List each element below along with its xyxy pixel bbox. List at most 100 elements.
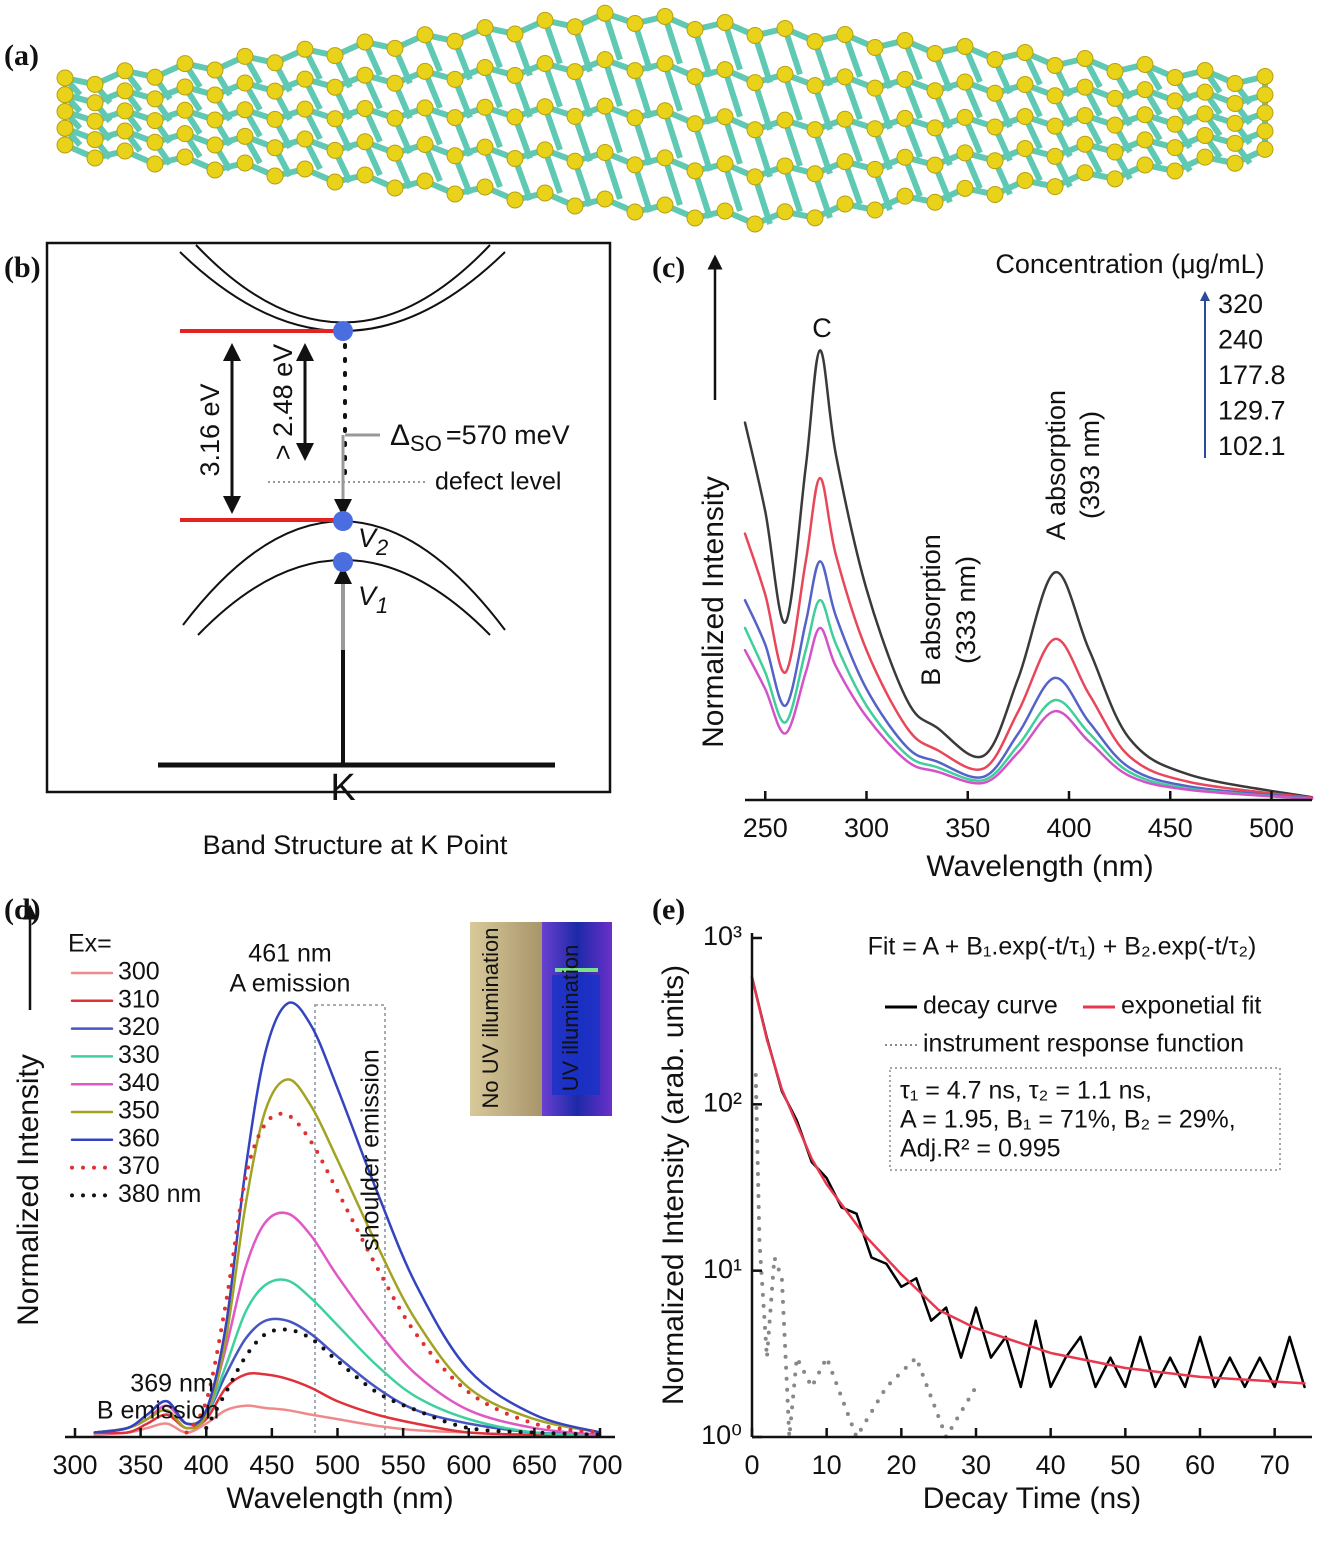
atom <box>536 11 554 29</box>
atom <box>446 147 464 165</box>
x-tick-label: 450 <box>249 1450 294 1480</box>
atom <box>1256 86 1274 104</box>
atom <box>716 108 734 126</box>
x-tick-label: 500 <box>315 1450 360 1480</box>
atom <box>206 136 224 154</box>
series-line <box>93 1001 602 1434</box>
atom <box>1136 131 1154 149</box>
atom <box>746 74 764 92</box>
atom <box>926 45 944 62</box>
atom <box>506 25 524 43</box>
fit-parameter: τ₁ = 4.7 ns, τ₂ = 1.1 ns, <box>900 1077 1152 1105</box>
atom <box>116 122 134 140</box>
legend-title: Concentration (μg/mL) <box>995 249 1264 279</box>
x-tick-label: 70 <box>1260 1450 1290 1480</box>
atom <box>1136 106 1154 124</box>
atom <box>866 79 884 97</box>
atom <box>1166 162 1184 180</box>
atom <box>536 141 554 159</box>
series-line <box>753 1073 978 1439</box>
atom <box>896 109 914 127</box>
atom <box>1106 63 1124 80</box>
legend-label: 240 <box>1218 325 1263 355</box>
splitting: =570 meV <box>446 420 570 450</box>
y-tick-label: 10¹ <box>703 1254 742 1284</box>
atom <box>806 33 824 50</box>
atom <box>956 38 974 55</box>
atom <box>746 168 764 186</box>
photo-no-uv <box>470 922 542 1116</box>
atom <box>296 70 314 88</box>
atom <box>1106 143 1124 161</box>
annotation: C <box>812 313 832 343</box>
atom <box>416 99 434 117</box>
x-tick-label: 600 <box>446 1450 491 1480</box>
atom <box>806 77 824 95</box>
x-tick-label: 300 <box>844 813 889 843</box>
atom <box>1166 92 1184 110</box>
atom <box>236 101 254 119</box>
legend-label: 129.7 <box>1218 396 1286 426</box>
atom <box>1136 156 1154 174</box>
atom <box>716 202 734 220</box>
atom <box>386 109 404 127</box>
x-tick-label: 550 <box>381 1450 426 1480</box>
atom <box>176 101 194 119</box>
atom <box>56 86 74 104</box>
band-diagram <box>45 241 612 794</box>
atom <box>476 178 494 196</box>
panel-label: (a) <box>4 39 39 72</box>
x-axis-label: Wavelength (nm) <box>226 1482 453 1515</box>
panel-label: (e) <box>652 893 685 926</box>
atom <box>836 153 854 171</box>
atom <box>536 55 554 73</box>
atom <box>1226 75 1244 92</box>
atom <box>1046 57 1064 74</box>
atom <box>476 19 494 37</box>
atom <box>1016 108 1034 126</box>
atom <box>356 166 374 184</box>
atom <box>1016 172 1034 190</box>
atom <box>596 4 614 22</box>
atom <box>1106 89 1124 107</box>
atom <box>986 152 1004 170</box>
legend-label: 340 <box>118 1069 160 1097</box>
x-tick-label: 50 <box>1110 1450 1140 1480</box>
atom <box>176 148 194 166</box>
k-label: K <box>330 767 355 809</box>
atom <box>56 69 74 87</box>
atom <box>176 55 194 73</box>
atom <box>206 86 224 104</box>
inset-label: No UV illumination <box>478 928 503 1109</box>
atom <box>266 167 284 185</box>
atom <box>326 173 344 191</box>
atom <box>1106 116 1124 134</box>
atom <box>206 111 224 129</box>
atom <box>476 98 494 116</box>
atom <box>146 90 164 108</box>
atom <box>86 131 104 149</box>
atom <box>1076 50 1094 67</box>
atom <box>116 62 134 80</box>
v-sub: 2 <box>375 535 388 560</box>
atom <box>1196 148 1214 166</box>
atom <box>656 149 674 167</box>
atom <box>986 118 1004 136</box>
atom <box>716 61 734 79</box>
x-tick-label: 450 <box>1148 813 1193 843</box>
cuvette <box>552 975 600 1095</box>
series-line <box>184 1111 602 1435</box>
x-tick-label: 0 <box>744 1450 759 1480</box>
atom <box>626 109 644 127</box>
atom <box>656 102 674 120</box>
atom <box>146 112 164 130</box>
y-tick-label: 10² <box>703 1087 742 1117</box>
atom <box>686 115 704 133</box>
atom <box>716 155 734 173</box>
atom <box>656 55 674 73</box>
inset-photo <box>470 922 612 1116</box>
atom <box>656 196 674 214</box>
atom <box>626 15 644 32</box>
atom <box>1076 135 1094 153</box>
